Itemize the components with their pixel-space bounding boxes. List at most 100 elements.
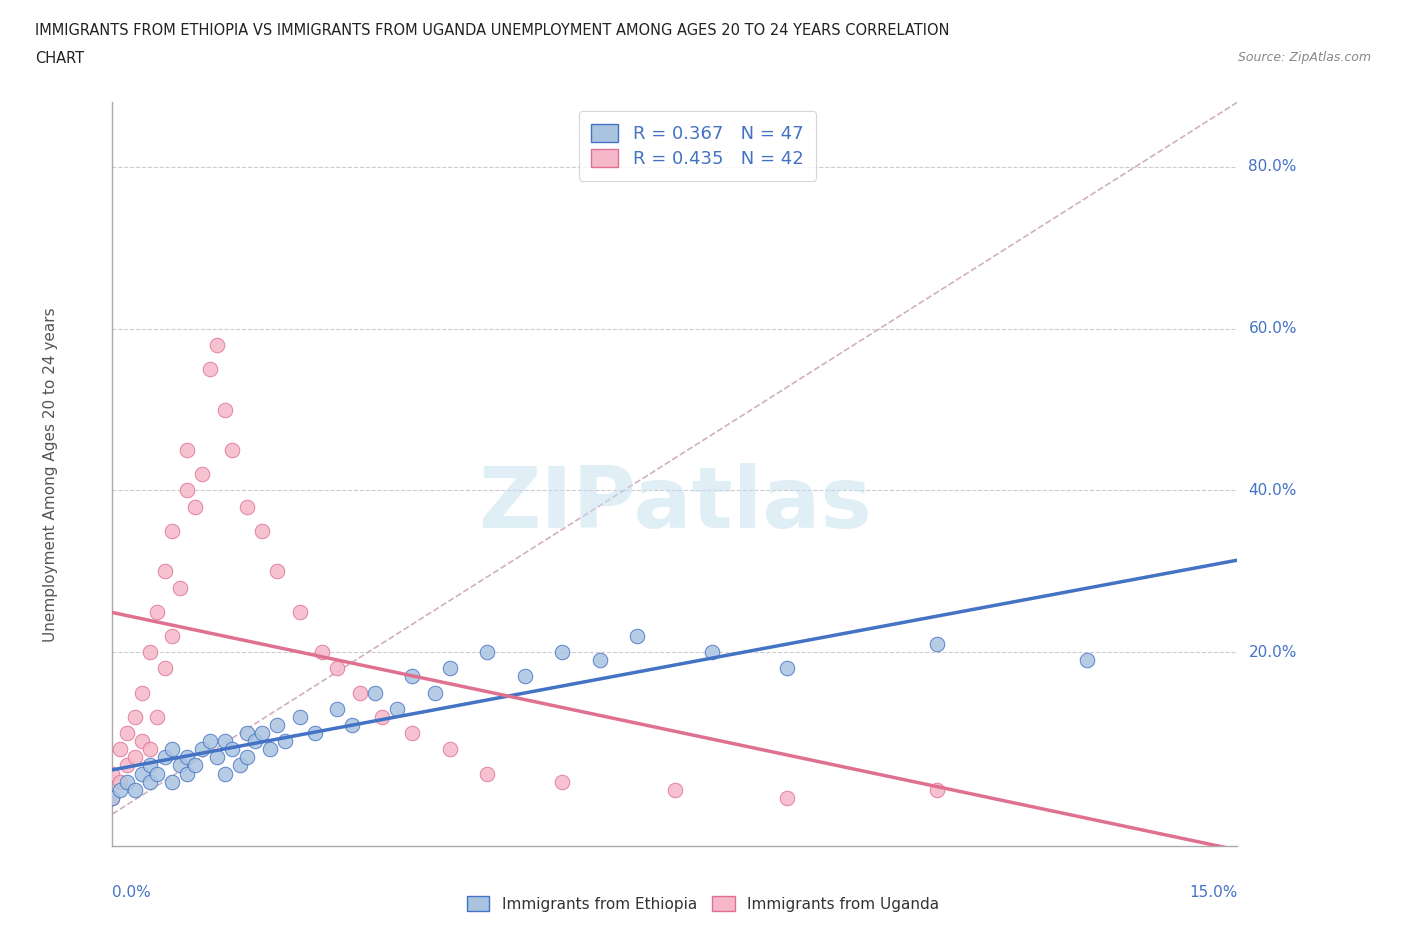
Point — [401, 725, 423, 740]
Point — [288, 604, 311, 619]
Point — [184, 758, 207, 773]
Point — [702, 644, 724, 659]
Point — [131, 766, 153, 781]
Point — [101, 766, 124, 781]
Point — [184, 499, 207, 514]
Point — [146, 766, 169, 781]
Point — [146, 604, 169, 619]
Text: IMMIGRANTS FROM ETHIOPIA VS IMMIGRANTS FROM UGANDA UNEMPLOYMENT AMONG AGES 20 TO: IMMIGRANTS FROM ETHIOPIA VS IMMIGRANTS F… — [35, 23, 949, 38]
Point — [1076, 653, 1098, 668]
Point — [198, 734, 221, 749]
Point — [423, 685, 446, 700]
Point — [169, 758, 191, 773]
Point — [387, 701, 409, 716]
Point — [108, 774, 131, 789]
Point — [229, 758, 252, 773]
Point — [117, 725, 139, 740]
Point — [214, 734, 236, 749]
Point — [266, 564, 288, 578]
Point — [162, 524, 184, 538]
Point — [266, 718, 288, 733]
Point — [236, 750, 259, 764]
Point — [259, 742, 281, 757]
Point — [117, 758, 139, 773]
Point — [311, 644, 333, 659]
Point — [169, 580, 191, 595]
Text: Source: ZipAtlas.com: Source: ZipAtlas.com — [1237, 51, 1371, 64]
Text: 80.0%: 80.0% — [1249, 160, 1296, 175]
Point — [139, 742, 162, 757]
Point — [477, 766, 499, 781]
Point — [162, 774, 184, 789]
Point — [139, 774, 162, 789]
Point — [191, 467, 214, 482]
Point — [304, 725, 326, 740]
Point — [101, 790, 124, 805]
Text: 20.0%: 20.0% — [1249, 644, 1296, 659]
Point — [176, 766, 198, 781]
Point — [776, 790, 799, 805]
Point — [288, 710, 311, 724]
Text: 15.0%: 15.0% — [1189, 885, 1237, 900]
Point — [551, 644, 574, 659]
Point — [124, 782, 146, 797]
Point — [176, 443, 198, 458]
Point — [626, 629, 648, 644]
Point — [176, 483, 198, 498]
Text: 40.0%: 40.0% — [1249, 483, 1296, 498]
Point — [401, 669, 423, 684]
Point — [664, 782, 686, 797]
Point — [131, 685, 153, 700]
Point — [131, 734, 153, 749]
Point — [108, 782, 131, 797]
Point — [124, 750, 146, 764]
Point — [371, 710, 394, 724]
Point — [162, 742, 184, 757]
Point — [243, 734, 266, 749]
Point — [153, 661, 176, 676]
Point — [364, 685, 387, 700]
Point — [214, 766, 236, 781]
Point — [108, 742, 131, 757]
Point — [252, 524, 274, 538]
Point — [207, 750, 229, 764]
Point — [236, 499, 259, 514]
Point — [162, 629, 184, 644]
Point — [139, 758, 162, 773]
Point — [221, 742, 243, 757]
Text: Unemployment Among Ages 20 to 24 years: Unemployment Among Ages 20 to 24 years — [44, 307, 58, 642]
Point — [117, 774, 139, 789]
Point — [349, 685, 371, 700]
Point — [191, 742, 214, 757]
Point — [236, 725, 259, 740]
Legend: R = 0.367   N = 47, R = 0.435   N = 42: R = 0.367 N = 47, R = 0.435 N = 42 — [579, 112, 815, 180]
Point — [326, 661, 349, 676]
Point — [153, 750, 176, 764]
Legend: Immigrants from Ethiopia, Immigrants from Uganda: Immigrants from Ethiopia, Immigrants fro… — [460, 889, 946, 918]
Text: ZIPatlas: ZIPatlas — [478, 462, 872, 546]
Text: 0.0%: 0.0% — [112, 885, 152, 900]
Point — [101, 790, 124, 805]
Point — [214, 402, 236, 417]
Point — [513, 669, 536, 684]
Point — [207, 338, 229, 352]
Point — [252, 725, 274, 740]
Point — [342, 718, 364, 733]
Point — [274, 734, 297, 749]
Point — [589, 653, 612, 668]
Point — [927, 637, 949, 652]
Point — [551, 774, 574, 789]
Point — [198, 362, 221, 377]
Point — [221, 443, 243, 458]
Point — [146, 710, 169, 724]
Point — [139, 644, 162, 659]
Point — [477, 644, 499, 659]
Text: CHART: CHART — [35, 51, 84, 66]
Text: 60.0%: 60.0% — [1249, 321, 1296, 337]
Point — [124, 710, 146, 724]
Point — [927, 782, 949, 797]
Point — [439, 742, 461, 757]
Point — [176, 750, 198, 764]
Point — [776, 661, 799, 676]
Point — [439, 661, 461, 676]
